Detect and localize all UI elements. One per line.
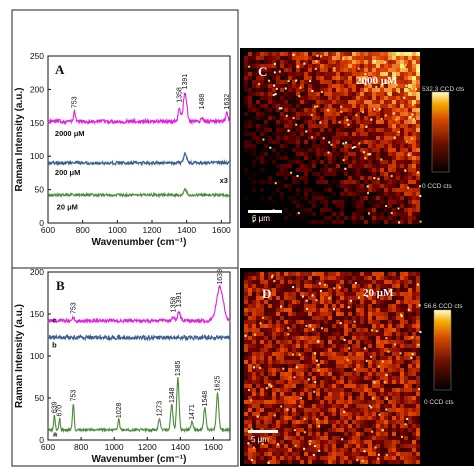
y-tick-label: 100	[30, 351, 44, 361]
panel-letter: B	[56, 278, 65, 293]
y-axis-label: Raman Intensity (a.u.)	[14, 304, 25, 408]
panel-d-colorbar-min: 0 CCD cts	[424, 399, 454, 406]
peak-label: 753	[70, 302, 77, 314]
x-tick-label: 1000	[108, 225, 127, 235]
panel-a-chart: 600 800 1000 1200 1400 1600 0 50 100 150 200 250 Wav…	[14, 51, 231, 248]
curve-label: a	[53, 430, 58, 439]
x-axis-label: Wavenumber (cm⁻¹)	[92, 454, 187, 465]
x-tick-label: 600	[41, 442, 55, 452]
y-tick-label: 150	[30, 309, 44, 319]
series-line	[47, 92, 231, 126]
y-tick-label: 50	[35, 393, 45, 403]
panel-c-colorbar	[431, 91, 450, 173]
panel-c-scalebar	[248, 210, 282, 213]
x-tick-label: 1600	[212, 225, 231, 235]
peak-label: 1632	[224, 94, 231, 110]
x-tick-label: 1200	[138, 442, 157, 452]
peak-label: 1391	[182, 74, 189, 90]
panel-c-concentration: 2000 μM	[356, 75, 398, 87]
panel-b-frame	[11, 267, 239, 467]
x-axis-label: Wavenumber (cm⁻¹)	[92, 237, 187, 248]
panel-c-colorbar-max: 532.3 CCD cts	[422, 86, 465, 93]
y-tick-label: 100	[30, 151, 44, 161]
series-line	[47, 188, 231, 199]
panel-c-letter: C	[258, 64, 267, 79]
panel-c-map	[244, 52, 422, 224]
panel-d: D 20 μM 56.6 CCD cts 0 CCD cts 5 μm	[240, 268, 474, 466]
peak-label: 1488	[199, 94, 206, 110]
y-tick-label: 250	[30, 51, 44, 61]
peak-label: 1385	[175, 360, 182, 376]
y-tick-label: 50	[35, 185, 45, 195]
peak-label: 1639	[217, 269, 224, 285]
peak-label: 1548	[202, 391, 209, 407]
y-tick-label: 200	[30, 84, 44, 94]
x-tick-label: 800	[74, 442, 88, 452]
x-tick-label: 1000	[105, 442, 124, 452]
curve-label: x3	[220, 176, 228, 185]
panel-d-colorbar-max: 56.6 CCD cts	[424, 303, 463, 310]
x-tick-label: 1400	[171, 442, 190, 452]
x-tick-label: 800	[76, 225, 90, 235]
panel-c: C 2000 μM 532.3 CCD cts 0 CCD cts 6 μm	[240, 48, 474, 228]
series-line	[47, 284, 231, 325]
curve-label: b	[52, 341, 57, 350]
curve-label: 200 μM	[55, 168, 80, 177]
y-tick-label: 150	[30, 118, 44, 128]
panel-c-scalebar-label: 6 μm	[252, 214, 270, 223]
y-tick-label: 0	[39, 435, 44, 445]
x-tick-label: 600	[41, 225, 55, 235]
peak-label: 1358	[176, 87, 183, 103]
series-line	[47, 333, 231, 342]
peak-label: 1348	[169, 387, 176, 403]
peak-label: 753	[72, 96, 79, 108]
peak-label: 1028	[116, 402, 123, 418]
x-tick-label: 1600	[204, 442, 223, 452]
y-tick-label: 0	[39, 218, 44, 228]
panel-d-scalebar	[248, 430, 278, 433]
y-axis-label: Raman Intensity (a.u.)	[14, 88, 25, 192]
panel-b-chart: 600 800 1000 1200 1400 1600 0 50 100 150 200 Wavenu…	[14, 267, 231, 465]
series-line	[47, 376, 231, 434]
plot-area-border	[47, 55, 231, 224]
peak-label: 670	[57, 405, 64, 417]
panel-a-frame	[11, 9, 239, 269]
y-tick-label: 200	[30, 267, 44, 277]
peak-label: 1273	[156, 401, 163, 417]
curve-label: 2000 μM	[55, 129, 85, 138]
peak-label: 1471	[189, 404, 196, 420]
x-tick-label: 1200	[143, 225, 162, 235]
peak-label: 639	[51, 401, 58, 413]
curve-label: c	[52, 315, 56, 324]
panel-d-colorbar	[433, 309, 452, 391]
panel-d-concentration: 20 μM	[363, 287, 394, 299]
panel-letter: A	[55, 62, 65, 77]
peak-label: 1358	[170, 297, 177, 313]
peak-label: 753	[70, 390, 77, 402]
panel-d-map	[244, 272, 422, 464]
curve-label: 20 μM	[57, 203, 78, 212]
x-tick-label: 1400	[177, 225, 196, 235]
peak-label: 1391	[176, 292, 183, 308]
series-line	[47, 152, 231, 167]
panel-d-scalebar-label: 5 μm	[251, 435, 269, 444]
panel-d-letter: D	[262, 286, 271, 301]
peak-label: 1625	[215, 376, 222, 392]
panel-c-colorbar-min: 0 CCD cts	[422, 183, 452, 190]
